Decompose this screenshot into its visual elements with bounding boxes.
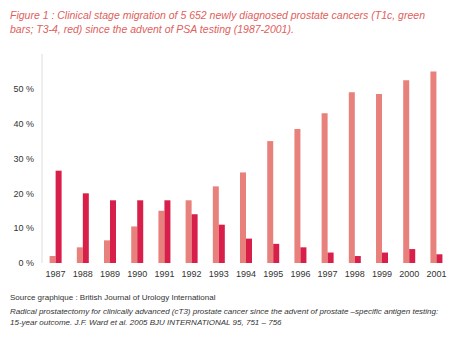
svg-text:1999: 1999: [372, 269, 392, 279]
svg-text:10 %: 10 %: [13, 223, 34, 233]
svg-text:1997: 1997: [318, 269, 338, 279]
html-text:Figure 1 : Clinical stage migr: Figure 1 : Clinical stage migration of 5…: [10, 9, 425, 35]
html-text:Source graphique : British Jou: Source graphique : British Journal of Ur…: [10, 293, 216, 302]
svg-text:1991: 1991: [154, 269, 174, 279]
svg-text:1994: 1994: [236, 269, 256, 279]
svg-text:40 %: 40 %: [13, 119, 34, 129]
svg-text:1995: 1995: [263, 269, 283, 279]
svg-text:1992: 1992: [182, 269, 202, 279]
svg-text:20 %: 20 %: [13, 189, 34, 199]
svg-text:1988: 1988: [73, 269, 93, 279]
html-text:Radical prostatectomy for clin: Radical prostatectomy for clinically adv…: [10, 307, 439, 316]
svg-text:2001: 2001: [426, 269, 446, 279]
svg-text:1998: 1998: [345, 269, 365, 279]
svg-text:2000: 2000: [399, 269, 419, 279]
svg-text:1993: 1993: [209, 269, 229, 279]
svg-text:30 %: 30 %: [13, 154, 34, 164]
svg-text:1996: 1996: [290, 269, 310, 279]
svg-text:0 %: 0 %: [18, 258, 34, 268]
svg-text:50 %: 50 %: [13, 84, 34, 94]
svg-text:1990: 1990: [127, 269, 147, 279]
svg-text:1987: 1987: [46, 269, 66, 279]
html-text:15-year outcome. J.F. Ward et: 15-year outcome. J.F. Ward et al. 2005 B…: [10, 318, 282, 327]
svg-text:1989: 1989: [100, 269, 120, 279]
